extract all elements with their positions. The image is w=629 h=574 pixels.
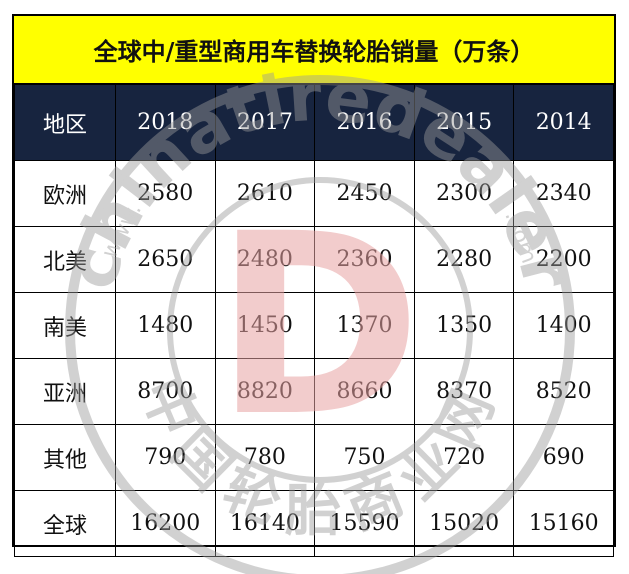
- sales-table: 地区 2018 2017 2016 2015 2014 欧洲 2580 2610…: [14, 84, 614, 557]
- table-cell: 1450: [214, 292, 316, 359]
- table-cell: 2200: [513, 226, 614, 293]
- table-cell: 16200: [115, 490, 216, 557]
- row-label: 南美: [14, 292, 116, 359]
- table-cell: 2580: [115, 160, 216, 227]
- table-cell: 2650: [115, 226, 216, 293]
- table-cell: 8520: [513, 358, 614, 425]
- row-label: 亚洲: [14, 358, 116, 425]
- row-label: 北美: [14, 226, 116, 293]
- header-2016: 2016: [314, 84, 415, 161]
- table-cell: 1350: [413, 292, 515, 359]
- table-cell: 15020: [413, 490, 515, 557]
- table-cell: 16140: [214, 490, 316, 557]
- table-cell: 750: [314, 424, 415, 491]
- table-cell: 8820: [214, 358, 316, 425]
- header-2018: 2018: [115, 84, 216, 161]
- table-cell: 2480: [214, 226, 316, 293]
- table-cell: 2280: [413, 226, 515, 293]
- header-2017: 2017: [214, 84, 316, 161]
- table-row: 其他 790 780 750 720 690: [14, 424, 614, 491]
- row-label: 全球: [14, 490, 116, 557]
- table-cell: 15160: [513, 490, 614, 557]
- table-cell: 690: [513, 424, 614, 491]
- table-cell: 2450: [314, 160, 415, 227]
- table-cell: 1480: [115, 292, 216, 359]
- table-cell: 2610: [214, 160, 316, 227]
- header-2015: 2015: [413, 84, 515, 161]
- table-row: 亚洲 8700 8820 8660 8370 8520: [14, 358, 614, 425]
- table-row: 全球 16200 16140 15590 15020 15160: [14, 490, 614, 557]
- header-2014: 2014: [513, 84, 614, 161]
- header-region: 地区: [14, 84, 116, 161]
- table-cell: 8660: [314, 358, 415, 425]
- table-row: 南美 1480 1450 1370 1350 1400: [14, 292, 614, 359]
- table-cell: 8700: [115, 358, 216, 425]
- table-row: 北美 2650 2480 2360 2280 2200: [14, 226, 614, 293]
- sales-table-container: 全球中/重型商用车替换轮胎销量（万条） 地区 2018 2017 2016 20…: [12, 14, 616, 557]
- table-cell: 2300: [413, 160, 515, 227]
- table-title: 全球中/重型商用车替换轮胎销量（万条）: [14, 16, 614, 84]
- table-cell: 790: [115, 424, 216, 491]
- table-cell: 1400: [513, 292, 614, 359]
- table-cell: 780: [214, 424, 316, 491]
- table-cell: 15590: [314, 490, 415, 557]
- row-label: 其他: [14, 424, 116, 491]
- table-cell: 8370: [413, 358, 515, 425]
- table-cell: 2340: [513, 160, 614, 227]
- table-cell: 1370: [314, 292, 415, 359]
- table-cell: 720: [413, 424, 515, 491]
- table-row: 欧洲 2580 2610 2450 2300 2340: [14, 160, 614, 227]
- row-label: 欧洲: [14, 160, 116, 227]
- table-cell: 2360: [314, 226, 415, 293]
- header-row: 地区 2018 2017 2016 2015 2014: [14, 84, 614, 161]
